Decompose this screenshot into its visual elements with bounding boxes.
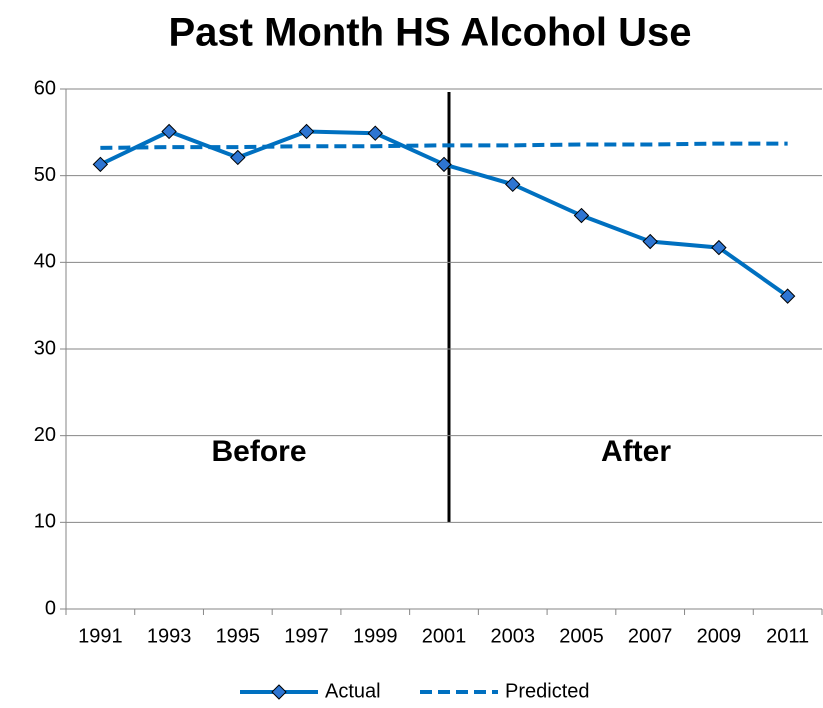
- marker: [92, 156, 109, 173]
- y-tick-label: 20: [34, 424, 56, 446]
- y-tick-label: 40: [34, 251, 56, 273]
- y-tick-label: 30: [34, 337, 56, 359]
- legend-label: Predicted: [505, 680, 590, 702]
- legend-marker: [271, 684, 287, 700]
- marker: [230, 149, 246, 166]
- marker: [505, 176, 521, 193]
- marker: [573, 207, 590, 224]
- x-tick-label: 1997: [284, 625, 329, 647]
- annotation: After: [601, 435, 671, 468]
- annotation: Before: [211, 435, 306, 468]
- x-tick-label: 2001: [422, 625, 467, 647]
- x-tick-label: 1995: [216, 625, 261, 647]
- x-tick-label: 1993: [147, 625, 192, 647]
- marker: [779, 288, 796, 304]
- y-tick-label: 10: [34, 511, 56, 533]
- chart-title: Past Month HS Alcohol Use: [168, 11, 691, 55]
- predicted-line: [100, 141, 788, 150]
- y-tick-label: 50: [34, 164, 56, 186]
- x-tick-label: 2011: [766, 625, 809, 647]
- x-tick-label: 1991: [78, 625, 123, 647]
- y-tick-label: 0: [45, 597, 56, 619]
- marker: [711, 239, 727, 256]
- marker: [161, 123, 177, 140]
- legend-label: Actual: [325, 680, 381, 702]
- marker: [436, 156, 452, 173]
- x-tick-label: 2005: [559, 625, 604, 647]
- actual-line: [99, 129, 789, 298]
- x-tick-label: 2003: [490, 625, 535, 647]
- x-tick-label: 2007: [628, 625, 673, 647]
- x-tick-label: 1999: [353, 625, 398, 647]
- marker: [367, 125, 383, 141]
- y-tick-label: 60: [34, 77, 56, 99]
- marker: [298, 123, 315, 140]
- marker: [642, 233, 658, 250]
- x-tick-label: 2009: [697, 625, 742, 647]
